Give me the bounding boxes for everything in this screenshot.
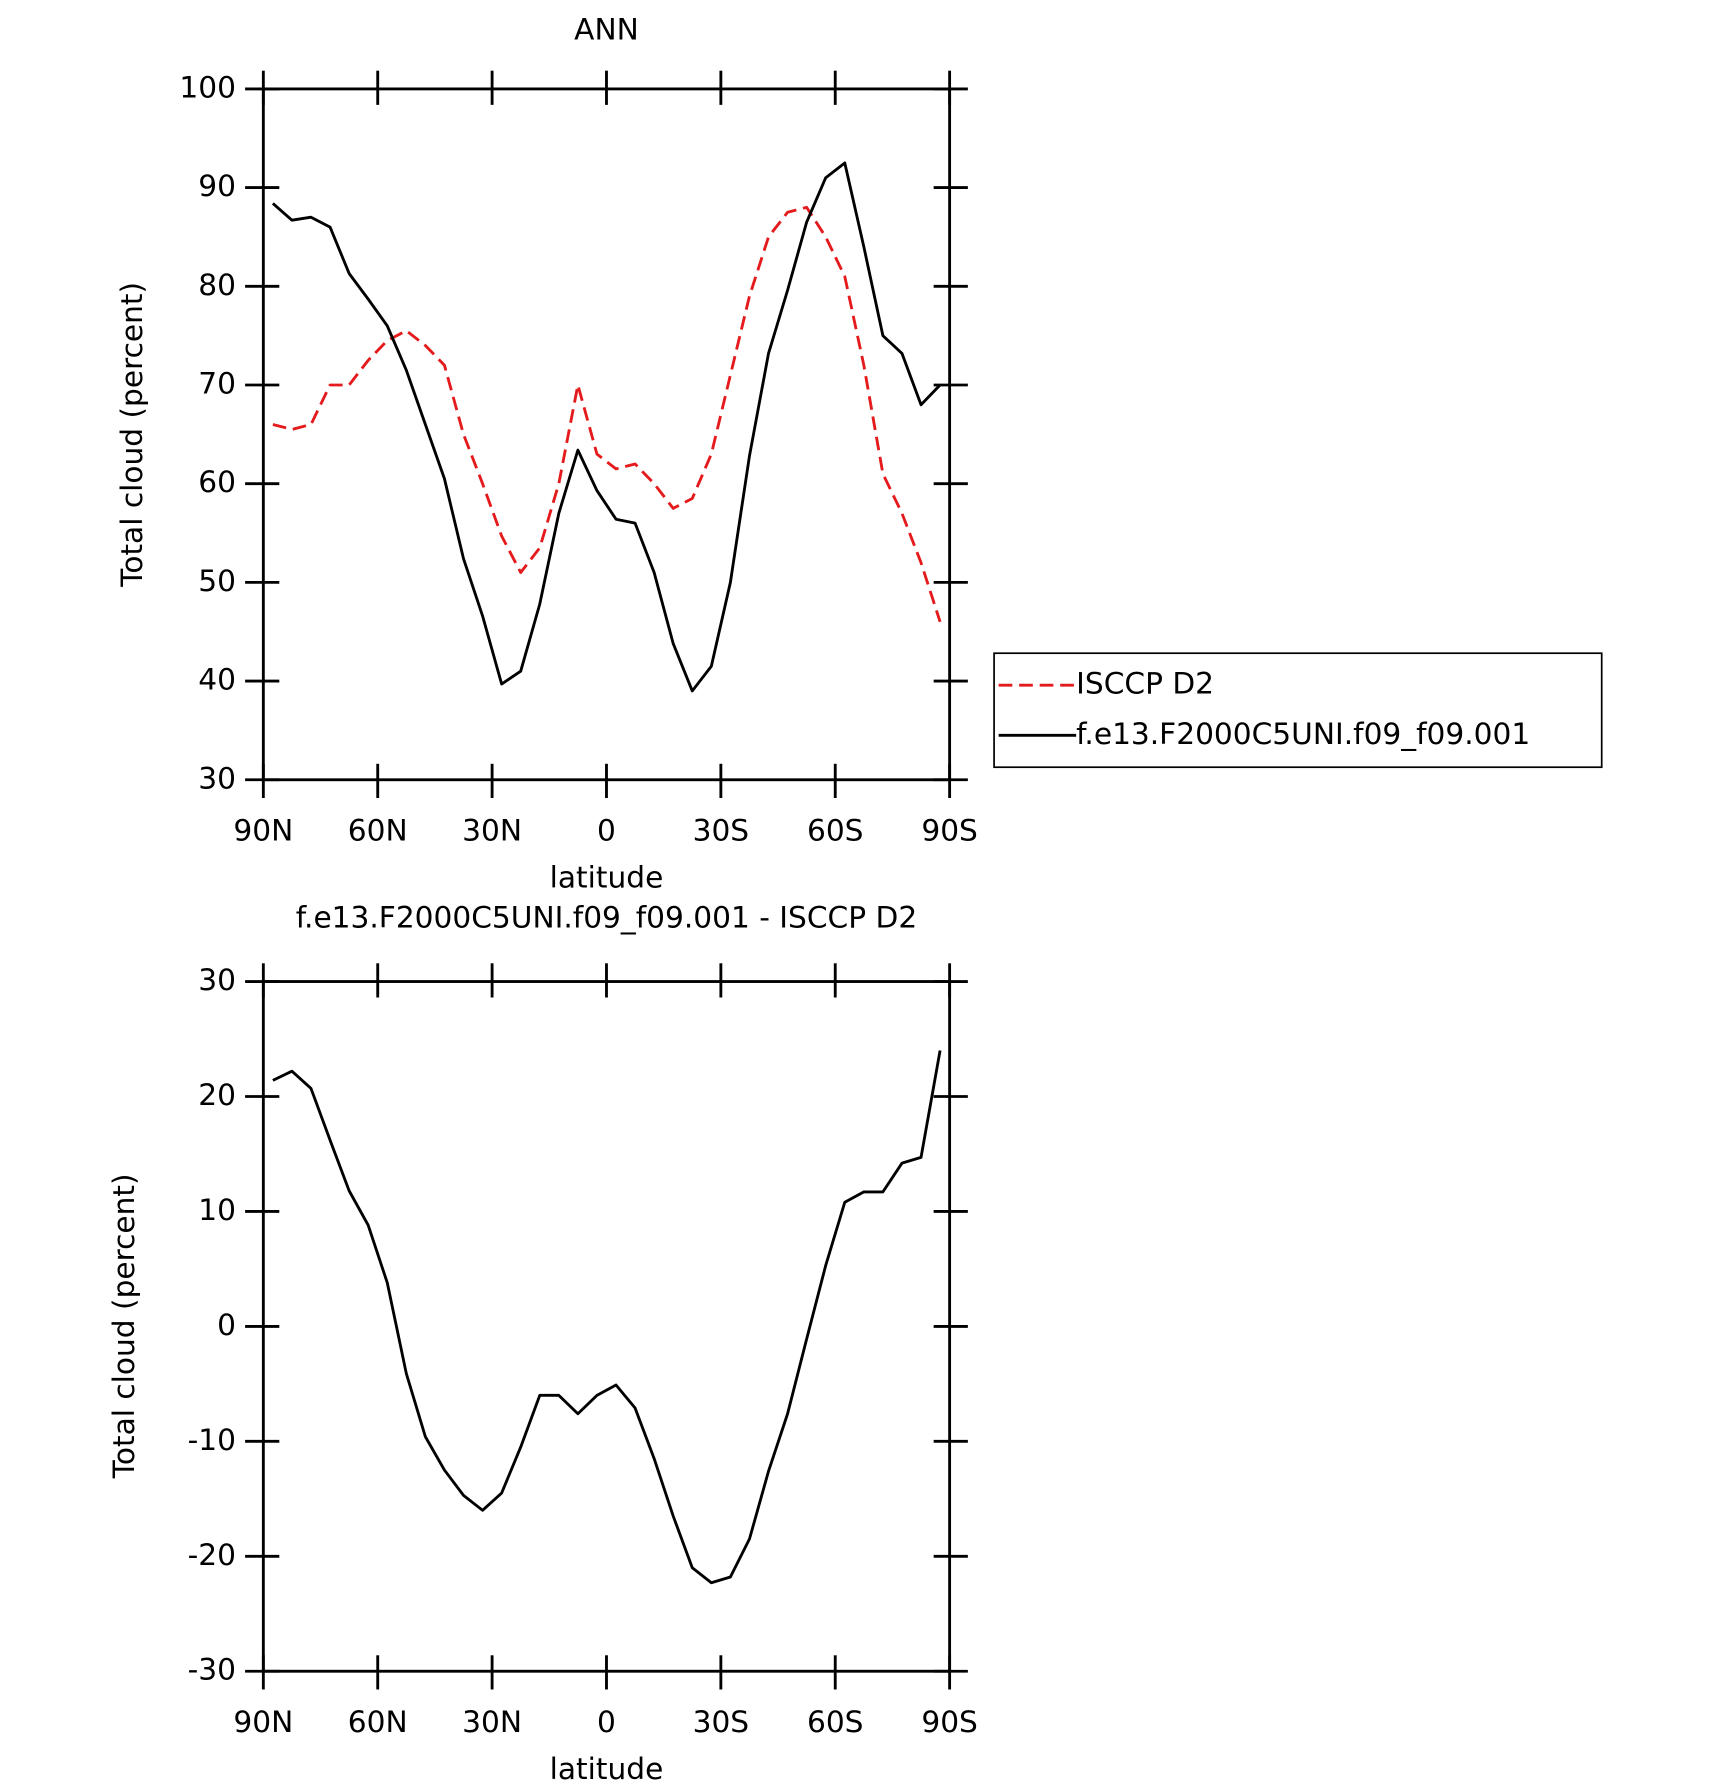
data-line xyxy=(272,205,942,623)
x-tick-label: 90N xyxy=(233,1704,293,1739)
y-tick-label: 40 xyxy=(198,662,236,697)
y-tick-label: -10 xyxy=(188,1422,236,1457)
chart-title: ANN xyxy=(574,11,639,46)
y-tick-label: 90 xyxy=(198,168,236,203)
x-tick-label: 30S xyxy=(693,1704,750,1739)
y-tick-label: 0 xyxy=(217,1307,236,1342)
legend-box xyxy=(993,652,1603,769)
x-tick-label: 60S xyxy=(807,813,864,848)
plot-frame xyxy=(261,87,952,782)
y-tick-label: 10 xyxy=(198,1192,236,1227)
y-tick-label: -20 xyxy=(188,1537,236,1572)
x-axis-label: latitude xyxy=(550,1751,664,1786)
x-axis-label: latitude xyxy=(550,859,664,894)
y-tick-label: 80 xyxy=(198,267,236,302)
x-tick-label: 0 xyxy=(597,1704,616,1739)
legend-label: ISCCP D2 xyxy=(1076,666,1214,701)
chart-title: f.e13.F2000C5UNI.f09_f09.001 - ISCCP D2 xyxy=(296,899,917,934)
y-axis-label: Total cloud (percent) xyxy=(106,1173,141,1479)
x-tick-label: 0 xyxy=(597,813,616,848)
legend-label: f.e13.F2000C5UNI.f09_f09.001 xyxy=(1076,716,1530,751)
x-tick-label: 30N xyxy=(462,813,522,848)
plot-frame xyxy=(261,980,952,1673)
data-line xyxy=(271,161,942,693)
x-tick-label: 30N xyxy=(462,1704,522,1739)
data-line xyxy=(272,1050,942,1585)
y-tick-label: 30 xyxy=(198,760,236,795)
y-axis-label: Total cloud (percent) xyxy=(114,282,149,588)
x-tick-label: 90S xyxy=(921,1704,978,1739)
y-tick-label: 20 xyxy=(198,1077,236,1112)
y-tick-label: 50 xyxy=(198,563,236,598)
y-tick-label: -30 xyxy=(188,1652,236,1687)
x-tick-label: 30S xyxy=(693,813,750,848)
x-tick-label: 90S xyxy=(921,813,978,848)
y-tick-label: 100 xyxy=(179,69,236,104)
y-tick-label: 30 xyxy=(198,962,236,997)
y-tick-label: 70 xyxy=(198,365,236,400)
x-tick-label: 90N xyxy=(233,813,293,848)
figure: ANN f.e13.F2000C5UNI.f09_f09.001 - ISCCP… xyxy=(106,11,1603,1786)
x-tick-label: 60N xyxy=(348,813,408,848)
x-tick-label: 60N xyxy=(348,1704,408,1739)
y-tick-label: 60 xyxy=(198,464,236,499)
x-tick-label: 60S xyxy=(807,1704,864,1739)
